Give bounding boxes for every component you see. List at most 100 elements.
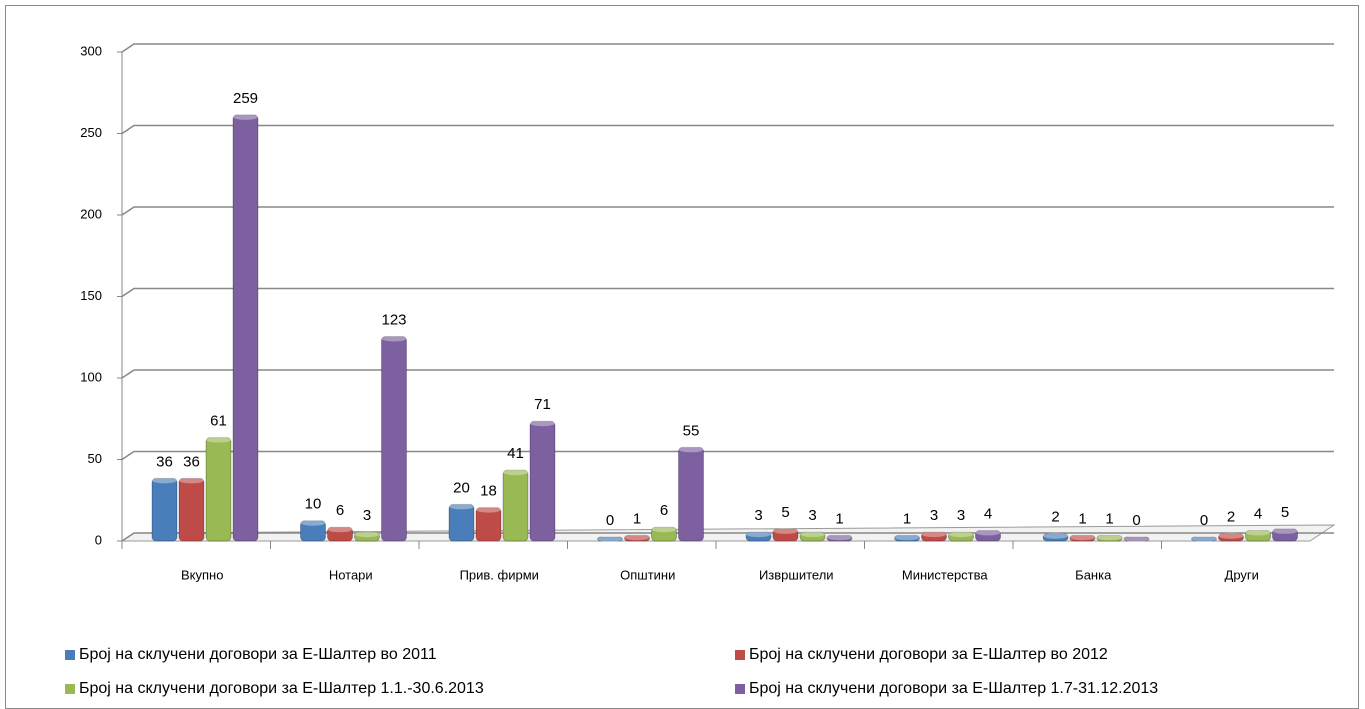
bar-group	[799, 531, 826, 542]
bar-group	[1218, 532, 1244, 542]
bar-group	[327, 526, 353, 542]
bar	[948, 531, 974, 542]
data-label: 0	[1200, 512, 1208, 529]
bar	[826, 534, 853, 542]
data-label: 10	[305, 496, 322, 513]
data-label: 1	[835, 510, 843, 527]
x-tick-label: Вкупно	[181, 567, 223, 582]
bar-top	[152, 477, 177, 484]
bar-top	[651, 526, 677, 533]
data-label: 1	[1078, 510, 1086, 527]
bar-top	[449, 503, 474, 510]
data-label: 3	[930, 507, 938, 524]
bar	[327, 526, 353, 542]
bar-group	[1096, 534, 1123, 542]
bar-top	[179, 477, 204, 484]
bar-top	[1272, 527, 1298, 534]
bar-group	[948, 531, 974, 542]
bar-top	[206, 436, 231, 443]
bar	[1123, 536, 1150, 542]
bar-group	[678, 446, 704, 542]
bar-top	[381, 335, 407, 342]
bar	[1245, 529, 1271, 542]
data-label: 6	[660, 502, 668, 519]
data-label: 20	[453, 479, 470, 496]
data-label: 36	[183, 453, 200, 470]
bar	[799, 531, 826, 542]
bar-top	[300, 519, 326, 526]
bar-group	[651, 526, 677, 542]
bar	[475, 507, 502, 542]
data-label: 1	[633, 510, 641, 527]
data-label: 3	[363, 507, 371, 524]
bar-top	[1218, 532, 1244, 539]
data-label: 3	[754, 507, 762, 524]
data-label: 1	[903, 510, 911, 527]
bar	[597, 536, 623, 542]
bar-top	[1097, 534, 1122, 541]
bar-top	[1245, 529, 1271, 536]
grid-line	[121, 124, 1334, 135]
bar	[300, 520, 326, 542]
data-label: 41	[507, 445, 524, 462]
bar-top	[476, 506, 501, 513]
bar-top	[948, 531, 974, 538]
bar	[1096, 534, 1123, 542]
bar	[1042, 533, 1069, 542]
legend-label: Број на склучени договори за Е-Шалтер 1.…	[749, 680, 1158, 697]
bar-group	[205, 436, 232, 542]
y-tick-label: 0	[95, 532, 102, 547]
x-tick-label: Министерства	[902, 567, 989, 582]
y-tick-label: 150	[80, 288, 102, 303]
bar	[1272, 528, 1298, 542]
y-tick-label: 300	[80, 43, 102, 58]
bar	[529, 420, 556, 542]
data-label: 2	[1051, 509, 1059, 526]
grid-line	[121, 206, 1334, 216]
x-tick-label: Општини	[620, 567, 675, 582]
bar	[151, 477, 178, 542]
data-label: 4	[1254, 505, 1262, 522]
bar-top	[773, 527, 798, 534]
bar-group	[1191, 536, 1217, 542]
bar	[651, 526, 677, 542]
data-label: 61	[210, 413, 227, 430]
bar-top	[827, 534, 852, 541]
bar-group	[178, 477, 205, 542]
bar-top	[1043, 532, 1068, 539]
x-tick-label: Извршители	[759, 567, 834, 582]
legend-label: Број на склучени договори за Е-Шалтер 1.…	[79, 680, 484, 697]
data-label: 123	[381, 311, 406, 328]
bar-group	[772, 527, 799, 542]
bar-group	[826, 534, 853, 542]
bar-group	[1042, 532, 1069, 542]
data-label: 3	[808, 507, 816, 524]
bar	[975, 529, 1001, 542]
data-label: 55	[683, 422, 700, 439]
bar-group	[1245, 529, 1271, 542]
grid-line	[121, 369, 1334, 379]
bar-top	[233, 113, 258, 120]
bar-group	[529, 420, 556, 542]
data-label: 36	[156, 453, 173, 470]
x-tick-label: Други	[1225, 567, 1259, 582]
bar	[894, 534, 920, 542]
data-label: 259	[233, 90, 258, 107]
chart-frame	[5, 5, 1359, 709]
x-tick-label: Прив. фирми	[460, 567, 539, 582]
data-label: 4	[984, 505, 992, 522]
bar	[1191, 536, 1217, 542]
grid-line	[121, 450, 1334, 461]
bar-group	[151, 477, 178, 542]
bar-group	[448, 503, 475, 542]
bar-group	[475, 506, 502, 542]
bar-top	[624, 534, 650, 541]
bar-group	[921, 531, 947, 542]
bar	[178, 477, 205, 542]
y-tick-label: 50	[88, 451, 102, 466]
bar-group	[1123, 536, 1150, 542]
bar-top	[800, 531, 825, 538]
data-label: 6	[336, 502, 344, 519]
bar	[678, 446, 704, 542]
